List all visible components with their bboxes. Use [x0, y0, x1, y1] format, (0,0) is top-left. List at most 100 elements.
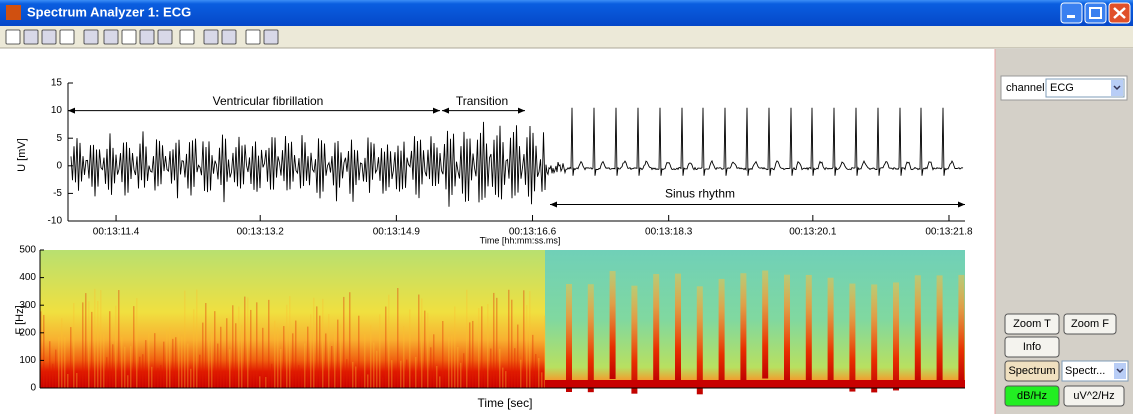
tool-icon[interactable]: [203, 29, 219, 45]
spectrogram-texture: [409, 309, 411, 388]
spectrogram-texture: [304, 343, 306, 388]
spectrogram-texture: [292, 333, 294, 388]
spectrogram-texture: [235, 323, 237, 388]
spectrogram-texture: [487, 304, 489, 388]
spectrogram-texture: [541, 372, 543, 388]
spectrogram-texture: [421, 298, 423, 388]
spectrogram-texture: [484, 368, 486, 388]
spectrogram-texture: [538, 358, 540, 388]
spectrogram-texture: [79, 372, 81, 388]
spectrogram-texture: [376, 350, 378, 388]
spectrogram-texture: [94, 288, 96, 388]
spectrogram-texture: [466, 289, 468, 388]
spectrogram-stripe: [958, 274, 965, 383]
spectrogram-texture: [214, 311, 216, 388]
spectrogram-texture: [316, 306, 318, 388]
zoom-f-button-label: Zoom F: [1071, 318, 1109, 330]
spectrogram-texture: [439, 376, 441, 388]
spectrogram-stripe: [936, 275, 943, 384]
y-tick-label: -5: [53, 188, 62, 199]
spectrogram-stripe: [653, 273, 660, 382]
spectrogram-texture: [391, 360, 393, 388]
tool-icon[interactable]: [263, 29, 279, 45]
tool-icon[interactable]: [103, 29, 119, 45]
spectrogram-stripe: [696, 286, 703, 395]
tool-icon[interactable]: [139, 29, 155, 45]
spectrogram-texture: [490, 348, 492, 388]
y-tick-label: 200: [19, 327, 36, 338]
spectrogram-texture: [163, 341, 165, 388]
spectrogram-texture: [172, 338, 174, 388]
mode-select[interactable]: [1061, 360, 1129, 382]
spectrogram-texture: [220, 326, 222, 388]
spectrogram-texture: [217, 343, 219, 388]
tool-icon[interactable]: [5, 29, 21, 45]
db-hz-button[interactable]: [1004, 385, 1060, 407]
zoom-t-button-label: Zoom T: [1013, 318, 1051, 330]
app-icon: [6, 5, 21, 20]
spectrum-button-label: Spectrum: [1008, 365, 1055, 377]
spectrogram-texture: [91, 311, 93, 388]
annotation: Sinus rhythm: [665, 187, 735, 201]
channel-select[interactable]: [1045, 78, 1125, 98]
spectrogram-texture: [289, 296, 291, 388]
spectrogram-texture: [514, 348, 516, 388]
spectrogram-texture: [160, 364, 162, 388]
spectrogram-texture: [208, 340, 210, 388]
spectrogram-texture: [445, 369, 447, 388]
spectrogram-texture: [82, 302, 84, 388]
spectrogram-texture: [508, 289, 510, 388]
tool-icon[interactable]: [23, 29, 39, 45]
spectrogram-texture: [478, 308, 480, 388]
x-tick-label: 00:13:14.9: [373, 227, 421, 238]
spectrogram-texture: [244, 296, 246, 388]
tool-icon[interactable]: [157, 29, 173, 45]
tool-icon[interactable]: [179, 29, 195, 45]
y-tick-label: 5: [56, 133, 62, 144]
y-tick-label: 0: [56, 160, 62, 171]
spectrogram-stripe: [827, 277, 834, 386]
tool-icon[interactable]: [59, 29, 75, 45]
spectrogram-texture: [433, 334, 435, 388]
maximize-button[interactable]: [1084, 2, 1107, 24]
channel-value: ECG: [1050, 82, 1074, 94]
spectrogram-texture: [448, 336, 450, 388]
spectrogram-texture: [469, 322, 471, 388]
spectrogram-texture: [271, 363, 273, 388]
channel-label: channel: [1006, 82, 1045, 94]
y-tick-label: -10: [48, 216, 63, 227]
tool-icon[interactable]: [245, 29, 261, 45]
tool-icon[interactable]: [221, 29, 237, 45]
zoom-t-button[interactable]: [1004, 313, 1060, 335]
spectrogram-texture: [43, 314, 45, 388]
spectrogram-texture: [529, 291, 531, 388]
spectrogram-texture: [190, 368, 192, 388]
x-tick-label: 00:13:20.1: [789, 227, 837, 238]
spectrogram-texture: [130, 346, 132, 388]
spectrogram-stripe: [784, 274, 790, 383]
info-button[interactable]: [1004, 336, 1060, 358]
spectrogram-texture: [70, 327, 72, 388]
x-tick-label: 00:13:21.8: [925, 227, 973, 238]
tool-icon[interactable]: [41, 29, 57, 45]
minimize-button[interactable]: [1060, 2, 1083, 24]
tool-icon[interactable]: [121, 29, 137, 45]
spectrogram-texture: [103, 333, 105, 388]
zoom-f-button[interactable]: [1063, 313, 1117, 335]
spectrogram-texture: [154, 333, 156, 388]
spectrogram-texture: [298, 365, 300, 388]
spectrogram-stripe: [718, 278, 725, 387]
uv2-hz-button[interactable]: [1063, 385, 1125, 407]
spectrogram-texture: [379, 314, 381, 388]
spectrogram-texture: [148, 332, 150, 388]
db-hz-button-label: dB/Hz: [1017, 390, 1047, 402]
spectrogram-vf: [40, 250, 545, 388]
spectrogram-texture: [346, 359, 348, 388]
spectrogram-texture: [424, 310, 426, 388]
spectrogram-texture: [310, 314, 312, 388]
spectrum-button[interactable]: [1004, 360, 1060, 382]
x-tick-label: 00:13:11.4: [93, 227, 140, 238]
spectrogram-texture: [166, 329, 168, 388]
spectrogram-texture: [472, 320, 474, 388]
tool-icon[interactable]: [83, 29, 99, 45]
